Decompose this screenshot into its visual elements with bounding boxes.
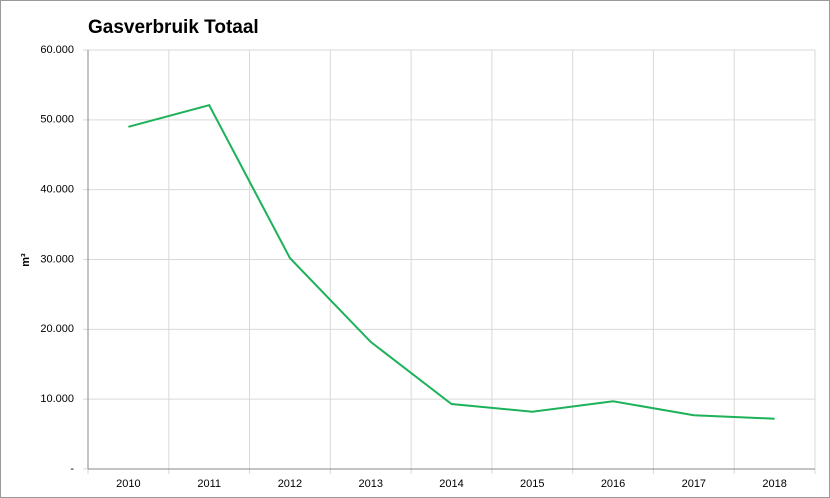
chart-title: Gasverbruik Totaal xyxy=(88,17,259,38)
x-tick-label: 2012 xyxy=(278,478,302,490)
x-tick-label: 2011 xyxy=(197,478,221,490)
x-tick-label: 2015 xyxy=(520,478,544,490)
series-line xyxy=(128,103,775,420)
y-tick-label: 10.000 xyxy=(40,393,74,405)
y-tick-label: 60.000 xyxy=(40,44,74,56)
x-tick-label: 2018 xyxy=(762,478,786,490)
y-tick-label: 30.000 xyxy=(40,253,74,265)
x-tick-label: 2016 xyxy=(601,478,625,490)
y-tick-label: - xyxy=(70,463,74,475)
y-tick-label: 40.000 xyxy=(40,184,74,196)
x-tick-label: 2013 xyxy=(358,478,382,490)
y-tick-label: 20.000 xyxy=(40,323,74,335)
x-tick-label: 2014 xyxy=(439,478,463,490)
y-tick-label: 50.000 xyxy=(40,114,74,126)
x-tick-label: 2010 xyxy=(116,478,140,490)
y-axis-label: m³ xyxy=(20,253,32,267)
x-tick-label: 2017 xyxy=(682,478,706,490)
